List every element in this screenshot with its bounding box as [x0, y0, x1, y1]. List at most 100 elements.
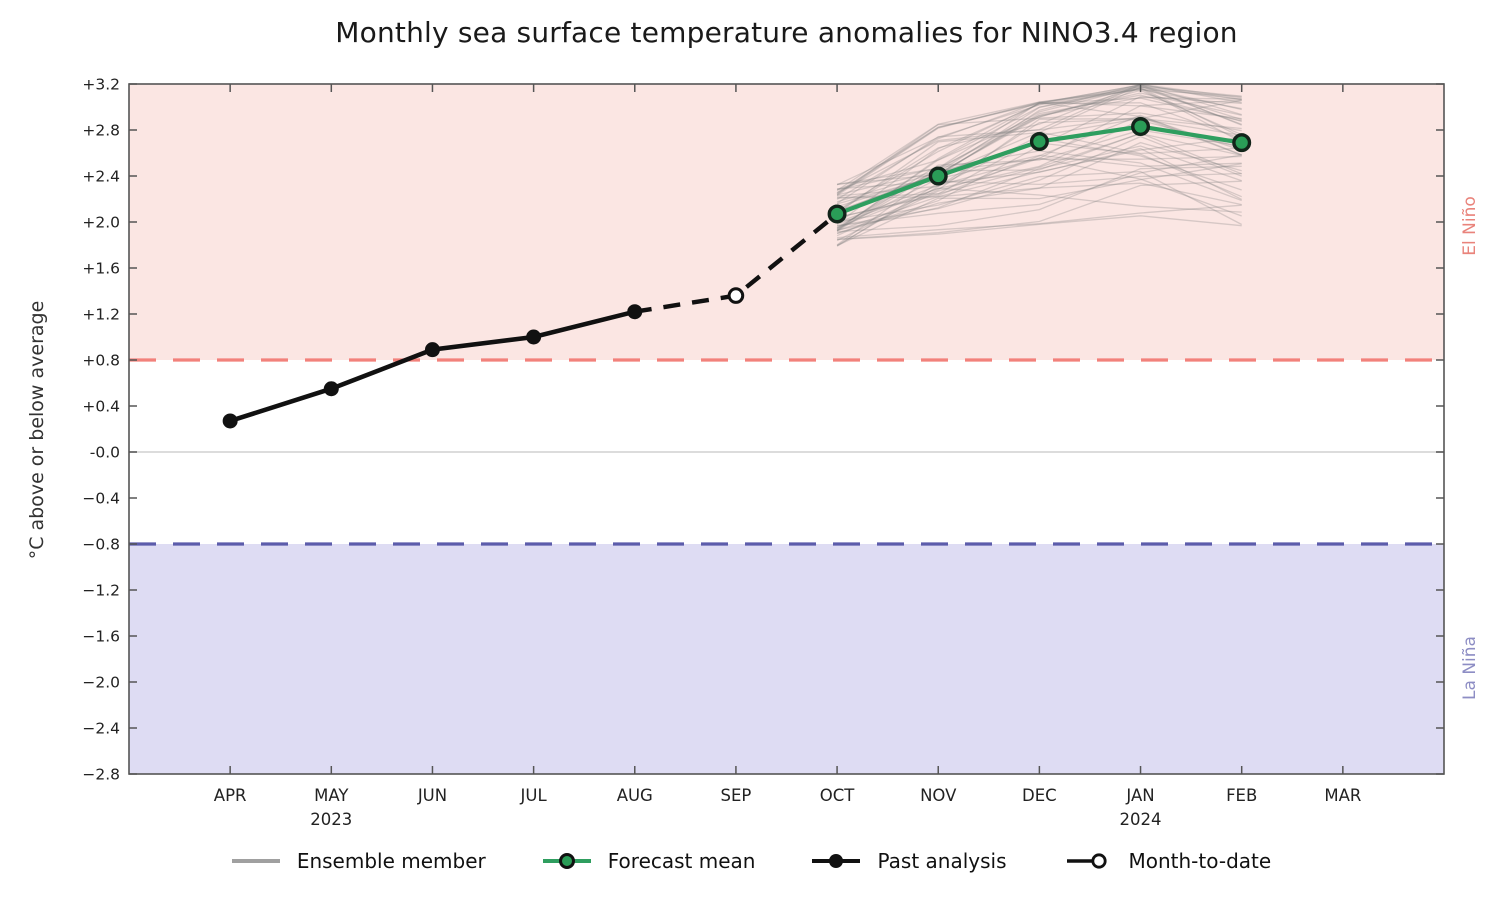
axis-frame [128, 83, 1445, 775]
ensemble-member-line [836, 102, 1242, 212]
ensemble-member-line [836, 87, 1242, 213]
ensemble-member-line [836, 84, 1242, 194]
y-tick-label: +2.0 [82, 214, 120, 232]
ensemble-member-line [836, 163, 1242, 247]
ensemble-member-line [836, 97, 1242, 195]
ensemble-member-line [836, 84, 1242, 232]
y-tick-label: −0.4 [82, 490, 120, 508]
ensemble-member-line [836, 83, 1242, 212]
elnino-band-label: El Niño [1460, 196, 1480, 256]
forecast-mean-marker [1131, 117, 1151, 137]
ensemble-member-line [836, 119, 1242, 225]
lanina-band-label: La Niña [1460, 636, 1480, 700]
past-analysis-marker [222, 413, 238, 429]
ensemble-member-line [836, 132, 1242, 196]
ensemble-member-line [836, 85, 1242, 231]
x-tick-label: SEP [720, 786, 751, 805]
month-to-date-marker-icon [1066, 853, 1107, 869]
legend-item-ensemble: Ensemble member [229, 849, 486, 873]
ensemble-member-line [836, 154, 1242, 230]
ensemble-member-line [836, 101, 1242, 196]
x-tick-label: APR [214, 786, 247, 805]
y-tick-label: +1.2 [82, 306, 120, 324]
year-label: 2023 [310, 810, 352, 829]
ensemble-member-line [836, 83, 1242, 205]
y-tick-label: +2.4 [82, 168, 120, 186]
y-tick-label: −2.8 [82, 766, 120, 784]
y-tick-label: −1.2 [82, 582, 120, 600]
ensemble-member-line [837, 165, 1242, 233]
y-tick-label: +1.6 [82, 260, 120, 278]
ensemble-member-line [836, 155, 1242, 232]
ensemble-member-line [836, 101, 1242, 186]
y-tick-label: −1.6 [82, 628, 120, 646]
ensemble-member-line [837, 215, 1242, 241]
chart-title: Monthly sea surface temperature anomalie… [335, 16, 1238, 49]
y-tick-label: +3.2 [82, 76, 120, 94]
legend-label-forecast-mean: Forecast mean [607, 849, 756, 873]
y-tick-label: +0.4 [82, 398, 120, 416]
ensemble-member-line [837, 182, 1242, 206]
past-analysis-marker [627, 304, 643, 320]
forecast-mean-marker [827, 204, 847, 224]
legend-item-month-to-date: Month-to-date [1061, 849, 1272, 873]
legend-label-month-to-date: Month-to-date [1128, 849, 1272, 873]
month-to-date-marker [727, 287, 745, 304]
forecast-mean-marker [1029, 131, 1049, 151]
ensemble-member-line [836, 99, 1242, 242]
ensemble-member-line [836, 145, 1242, 231]
ensemble-member-line [836, 170, 1242, 226]
year-label: 2024 [1120, 810, 1162, 829]
ensemble-member-line [836, 141, 1242, 235]
ensemble-line-icon [231, 859, 280, 863]
x-tick-label: JUL [520, 786, 548, 805]
x-tick-label: AUG [617, 786, 653, 805]
past-analysis-marker [323, 381, 339, 397]
ensemble-member-line [836, 96, 1242, 190]
ensemble-member-line [836, 136, 1242, 232]
y-tick-label: -0.0 [90, 444, 120, 462]
x-tick-label: FEB [1226, 786, 1257, 805]
y-tick-label: −2.4 [82, 720, 120, 738]
ensemble-member-line [836, 129, 1242, 229]
y-tick-label: +0.8 [82, 352, 120, 370]
y-tick-label: +2.8 [82, 122, 120, 140]
ensemble-member-line [837, 180, 1242, 240]
past-analysis-marker [424, 342, 440, 358]
legend-item-forecast-mean: Forecast mean [540, 849, 756, 873]
past-analysis-marker-icon [812, 854, 861, 868]
ensemble-member-line [837, 204, 1242, 239]
ensemble-member-line [836, 84, 1242, 194]
legend-item-past-analysis: Past analysis [809, 849, 1007, 873]
ensemble-member-line [836, 135, 1242, 227]
ensemble-member-line [836, 85, 1242, 225]
ensemble-member-line [836, 117, 1242, 237]
ensemble-member-line [836, 147, 1242, 247]
y-tick-label: −0.8 [82, 536, 120, 554]
ensemble-member-line [836, 87, 1242, 246]
x-tick-label: DEC [1022, 786, 1057, 805]
ensemble-member-line [836, 88, 1242, 200]
ensemble-member-line [836, 112, 1242, 195]
elnino-band [129, 84, 1444, 360]
y-tick-label: −2.0 [82, 674, 120, 692]
ensemble-member-line [837, 132, 1242, 199]
x-tick-label: JAN [1125, 786, 1154, 805]
forecast-mean-marker-icon [542, 853, 591, 869]
legend-label-past-analysis: Past analysis [877, 849, 1007, 873]
ensemble-member-line [836, 87, 1242, 191]
x-tick-label: NOV [920, 786, 957, 805]
legend: Ensemble member Forecast mean Past analy… [0, 840, 1500, 882]
x-tick-label: MAY [314, 786, 349, 805]
legend-label-ensemble: Ensemble member [296, 849, 486, 873]
ensemble-member-line [836, 116, 1242, 204]
ensemble-member-line [836, 187, 1242, 229]
ensemble-member-line [837, 94, 1242, 185]
ensemble-member-line [836, 118, 1242, 246]
lanina-band [129, 544, 1444, 774]
x-tick-label: MAR [1324, 786, 1361, 805]
ensemble-member-line [836, 114, 1242, 219]
forecast-mean-marker [1232, 133, 1252, 153]
